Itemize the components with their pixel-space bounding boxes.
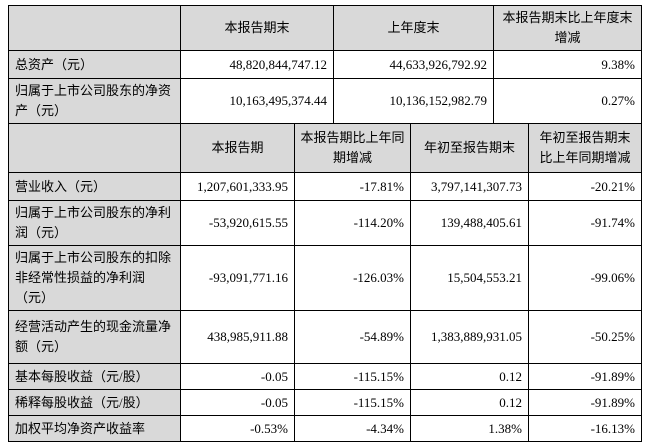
column-header: 本报告期末 — [180, 5, 334, 51]
row-label: 经营活动产生的现金流量净额（元） — [8, 310, 181, 364]
row-label: 归属于上市公司股东的扣除非经常性损益的净利润（元） — [8, 245, 181, 311]
column-header: 上年度末 — [333, 5, 494, 51]
cell-value: -0.05 — [180, 363, 295, 390]
cell-value: 48,820,844,747.12 — [180, 50, 334, 79]
cell-value: 0.27% — [493, 78, 642, 124]
cell-value: -0.53% — [180, 415, 295, 442]
cell-value: -54.89% — [294, 310, 411, 364]
cell-value: 1.38% — [410, 415, 529, 442]
cell-value: -114.20% — [294, 200, 411, 246]
table-row: 加权平均净资产收益率 -0.53% -4.34% 1.38% -16.13% — [8, 415, 642, 442]
header-row: 本报告期末 上年度末 本报告期末比上年度末增减 — [8, 5, 642, 51]
column-header: 年初至报告期末比上年同期增减 — [528, 123, 642, 173]
corner-cell — [8, 123, 181, 173]
cell-value: -16.13% — [528, 415, 642, 442]
table-row: 稀释每股收益（元/股） -0.05 -115.15% 0.12 -91.89% — [8, 389, 642, 416]
cell-value: 0.12 — [410, 363, 529, 390]
header-row: 本报告期 本报告期比上年同期增减 年初至报告期末 年初至报告期末比上年同期增减 — [8, 123, 642, 173]
table-row: 归属于上市公司股东的净资产（元） 10,163,495,374.44 10,13… — [8, 78, 642, 124]
cell-value: -93,091,771.16 — [180, 245, 295, 311]
cell-value: -91.89% — [528, 389, 642, 416]
cell-value: 44,633,926,792.92 — [333, 50, 494, 79]
cell-value: -20.21% — [528, 172, 642, 201]
financial-summary-section: 本报告期末 上年度末 本报告期末比上年度末增减 总资产（元） 48,820,84… — [8, 5, 642, 442]
cell-value: -115.15% — [294, 363, 411, 390]
cell-value: -17.81% — [294, 172, 411, 201]
column-header: 本报告期末比上年度末增减 — [493, 5, 642, 51]
column-header: 本报告期 — [180, 123, 295, 173]
row-label: 营业收入（元） — [8, 172, 181, 201]
table-row: 归属于上市公司股东的净利润（元） -53,920,615.55 -114.20%… — [8, 200, 642, 246]
cell-value: -4.34% — [294, 415, 411, 442]
column-header: 本报告期比上年同期增减 — [294, 123, 411, 173]
cell-value: 9.38% — [493, 50, 642, 79]
corner-cell — [8, 5, 181, 51]
cell-value: -53,920,615.55 — [180, 200, 295, 246]
period-end-balance-table: 本报告期末 上年度末 本报告期末比上年度末增减 总资产（元） 48,820,84… — [8, 5, 642, 124]
cell-value: -91.89% — [528, 363, 642, 390]
cell-value: 139,488,405.61 — [410, 200, 529, 246]
cell-value: 10,136,152,982.79 — [333, 78, 494, 124]
cell-value: -91.74% — [528, 200, 642, 246]
cell-value: -50.25% — [528, 310, 642, 364]
column-header: 年初至报告期末 — [410, 123, 529, 173]
row-label: 归属于上市公司股东的净资产（元） — [8, 78, 181, 124]
cell-value: 438,985,911.88 — [180, 310, 295, 364]
table-row: 营业收入（元） 1,207,601,333.95 -17.81% 3,797,1… — [8, 172, 642, 201]
row-label: 归属于上市公司股东的净利润（元） — [8, 200, 181, 246]
table-row: 总资产（元） 48,820,844,747.12 44,633,926,792.… — [8, 50, 642, 79]
cell-value: 10,163,495,374.44 — [180, 78, 334, 124]
row-label: 加权平均净资产收益率 — [8, 415, 181, 442]
row-label: 总资产（元） — [8, 50, 181, 79]
cell-value: -126.03% — [294, 245, 411, 311]
cell-value: 15,504,553.21 — [410, 245, 529, 311]
cell-value: -115.15% — [294, 389, 411, 416]
cell-value: 1,207,601,333.95 — [180, 172, 295, 201]
row-label: 基本每股收益（元/股） — [8, 363, 181, 390]
cell-value: 0.12 — [410, 389, 529, 416]
row-label: 稀释每股收益（元/股） — [8, 389, 181, 416]
table-row: 归属于上市公司股东的扣除非经常性损益的净利润（元） -93,091,771.16… — [8, 245, 642, 311]
cell-value: -0.05 — [180, 389, 295, 416]
table-row: 经营活动产生的现金流量净额（元） 438,985,911.88 -54.89% … — [8, 310, 642, 364]
cell-value: 1,383,889,931.05 — [410, 310, 529, 364]
cell-value: -99.06% — [528, 245, 642, 311]
cell-value: 3,797,141,307.73 — [410, 172, 529, 201]
period-performance-table: 本报告期 本报告期比上年同期增减 年初至报告期末 年初至报告期末比上年同期增减 … — [8, 123, 642, 442]
table-row: 基本每股收益（元/股） -0.05 -115.15% 0.12 -91.89% — [8, 363, 642, 390]
